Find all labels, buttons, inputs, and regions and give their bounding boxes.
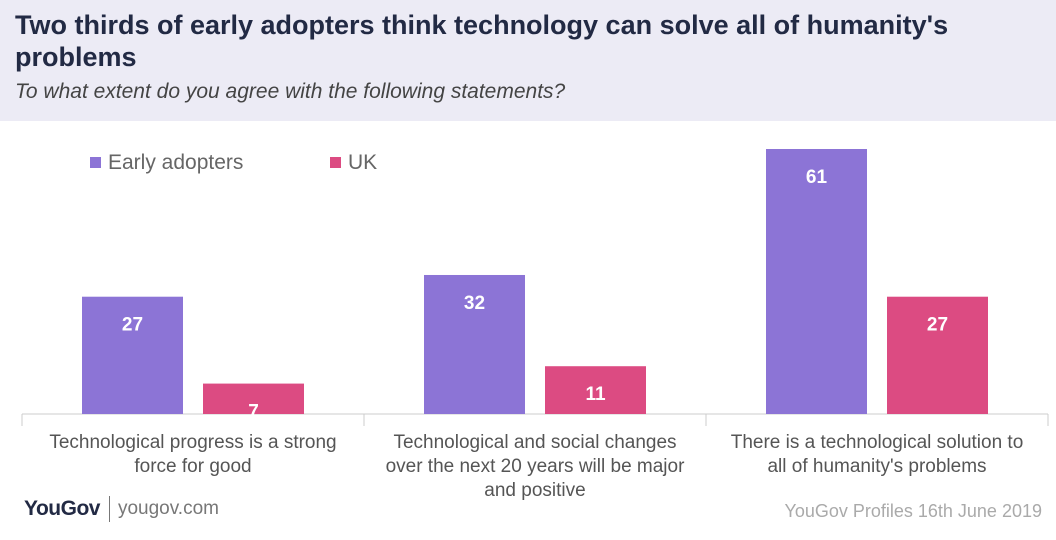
- bar-uk: [545, 366, 646, 414]
- header-panel: Two thirds of early adopters think techn…: [0, 0, 1056, 121]
- source-note: YouGov Profiles 16th June 2019: [784, 501, 1042, 521]
- data-label: 27: [927, 315, 948, 336]
- chart-title: Two thirds of early adopters think techn…: [15, 10, 949, 72]
- legend-label: Early adopters: [108, 151, 243, 174]
- data-label: 32: [464, 293, 485, 314]
- footer-brand: YouGov yougov.com: [24, 494, 219, 524]
- bar-early-adopters: [424, 274, 525, 414]
- data-label: 7: [248, 402, 259, 423]
- bar-uk: [887, 296, 988, 414]
- legend-swatch: [330, 157, 341, 168]
- legend-label: UK: [348, 151, 377, 174]
- site-link[interactable]: yougov.com: [117, 498, 219, 519]
- data-label: 61: [806, 167, 828, 188]
- logo-divider: [108, 496, 110, 522]
- legend-swatch: [90, 157, 101, 168]
- bar-early-adopters: [766, 149, 867, 414]
- bar-chart: 27 7 Technological progress is a strong for…: [21, 149, 1049, 501]
- data-label: 11: [585, 384, 606, 405]
- yougov-logo: YouGov: [24, 497, 100, 520]
- bar-uk: [203, 383, 304, 414]
- data-label: 27: [122, 315, 143, 336]
- x-tick-label: Technological progress is a strong force …: [49, 432, 336, 477]
- chart-subtitle: To what extent do you agree with the fol…: [15, 80, 566, 103]
- x-tick-label: There is a technological solution to all …: [731, 432, 1024, 477]
- x-tick-label: Technological and social changes over the…: [386, 432, 686, 501]
- bar-early-adopters: [82, 296, 183, 414]
